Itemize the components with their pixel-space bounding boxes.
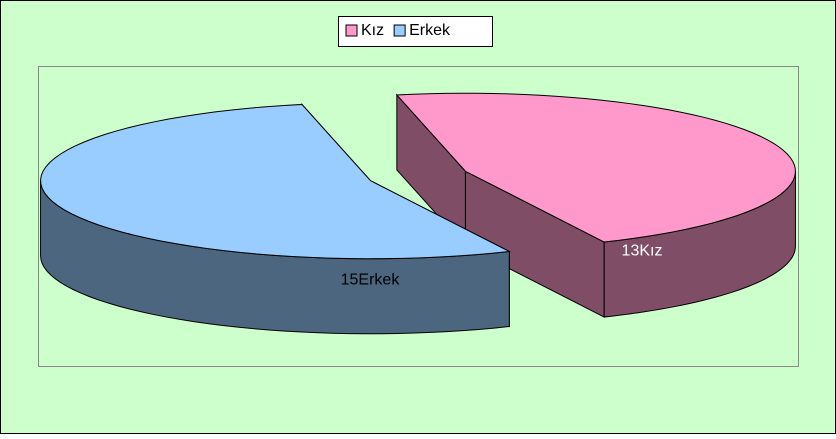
plot-area — [38, 66, 799, 367]
legend-box — [338, 16, 493, 47]
slice — [40, 103, 512, 260]
legend-swatch — [345, 24, 358, 37]
legend-swatch — [393, 24, 406, 37]
data-label: 15Erkek — [341, 272, 401, 289]
legend-label: Erkek — [409, 22, 451, 39]
slice — [395, 92, 796, 243]
data-label: 13Kız — [622, 243, 663, 260]
legend-label: Kız — [361, 22, 384, 39]
